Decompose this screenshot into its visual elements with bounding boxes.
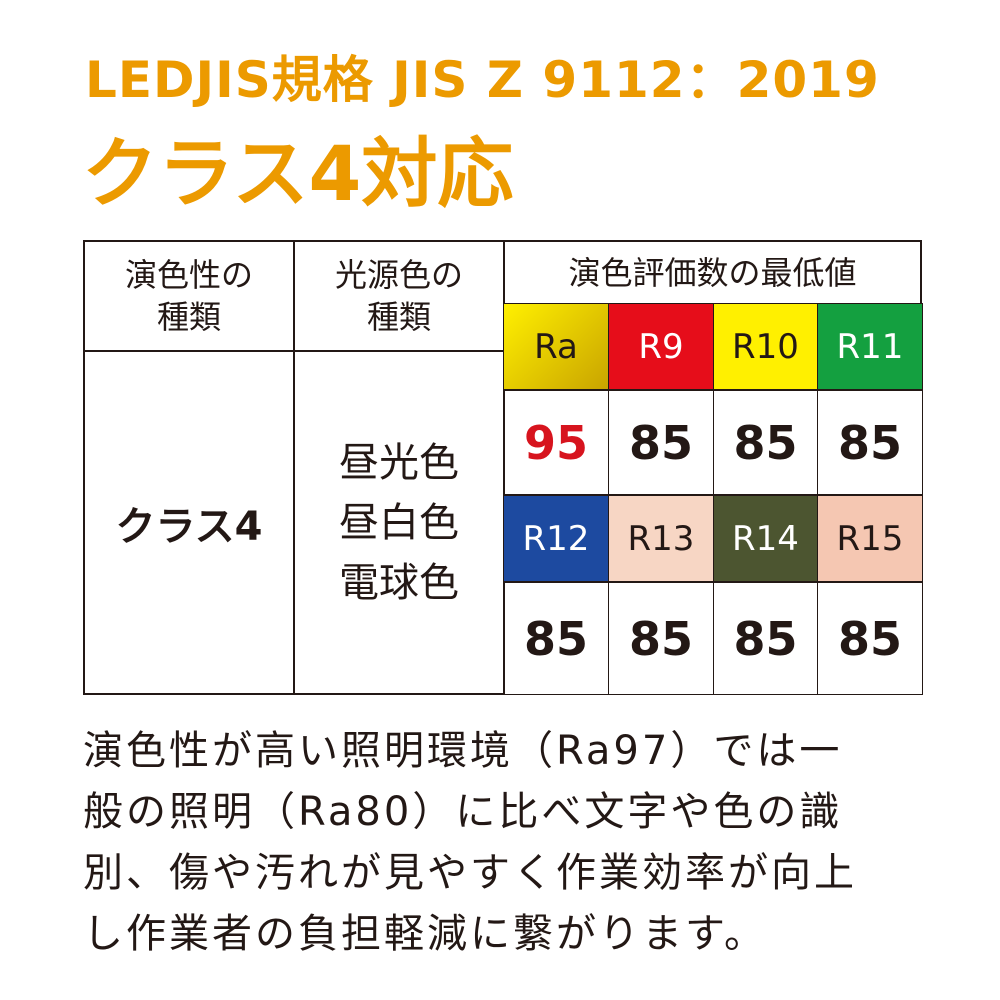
index-value: 85 bbox=[608, 582, 714, 695]
description-line: し作業者の負担軽減に繋がります。 bbox=[83, 911, 767, 957]
light-color: 昼光色 bbox=[339, 439, 459, 486]
index-label: R13 bbox=[608, 495, 714, 582]
header-cell: 光源色の 種類 bbox=[293, 240, 505, 352]
title: LEDJIS規格 JIS Z 9112：2019 bbox=[85, 51, 880, 109]
header-cell: 演色性の 種類 bbox=[83, 240, 295, 352]
light-color: 電球色 bbox=[339, 559, 459, 606]
description-line: 般の照明（Ra80）に比べ文字や色の識 bbox=[83, 789, 843, 835]
index-value: 85 bbox=[503, 582, 609, 695]
index-label: R11 bbox=[817, 303, 923, 390]
index-label: R15 bbox=[817, 495, 923, 582]
index-value: 85 bbox=[817, 582, 923, 695]
index-value: 85 bbox=[608, 390, 714, 495]
subtitle: クラス4対応 bbox=[82, 129, 514, 218]
index-label: Ra bbox=[503, 303, 609, 390]
index-label: R10 bbox=[713, 303, 818, 390]
light-color: 昼白色 bbox=[339, 499, 459, 546]
index-value: 85 bbox=[713, 582, 818, 695]
index-label: R14 bbox=[713, 495, 818, 582]
index-label: R12 bbox=[503, 495, 609, 582]
description-line: 別、傷や汚れが見やすく作業効率が向上 bbox=[83, 850, 857, 896]
header-cell: 演色評価数の最低値 bbox=[503, 240, 922, 305]
description-line: 演色性が高い照明環境（Ra97）では一 bbox=[83, 728, 843, 774]
light-color-cell: 昼光色 昼白色 電球色 bbox=[293, 350, 505, 695]
index-value: 85 bbox=[713, 390, 818, 495]
index-label: R9 bbox=[608, 303, 714, 390]
index-value: 95 bbox=[503, 390, 609, 495]
index-value: 85 bbox=[817, 390, 923, 495]
class-cell: クラス4 bbox=[83, 350, 295, 695]
